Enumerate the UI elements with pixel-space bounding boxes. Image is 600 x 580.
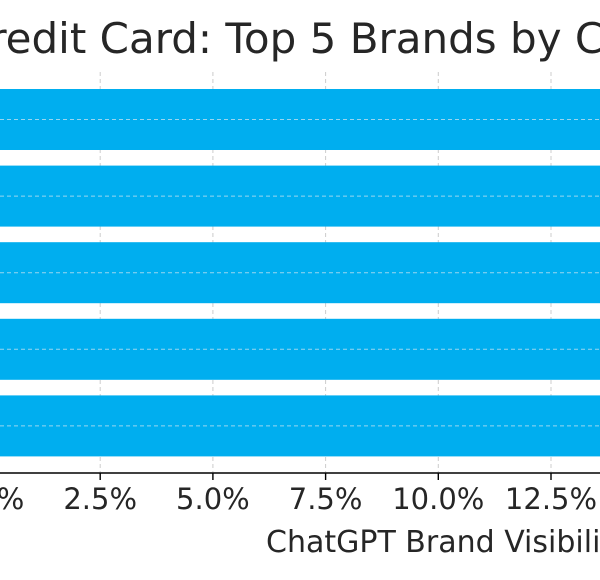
bar	[0, 318, 600, 380]
x-tick-label: 2.5%	[63, 482, 137, 516]
horizontal-grid-layer	[0, 119, 600, 427]
x-tick-label: 7.5%	[289, 482, 363, 516]
bar	[0, 395, 600, 457]
bar	[0, 165, 600, 227]
bar	[0, 242, 600, 304]
bars-layer	[0, 89, 600, 457]
x-tick-label: 10.0%	[392, 482, 484, 516]
bar	[0, 89, 600, 150]
x-tick-label: 12.5%	[505, 482, 597, 516]
x-axis-label: ChatGPT Brand Visibility	[266, 525, 600, 560]
chart-title: Credit Card: Top 5 Brands by ChatGPT Bra…	[0, 14, 600, 63]
x-tick-label: 0.0%	[0, 482, 24, 516]
x-ticks-layer: 0.0%2.5%5.0%7.5%10.0%12.5%15.0%17.5%	[0, 473, 597, 516]
x-tick-label: 5.0%	[176, 482, 250, 516]
